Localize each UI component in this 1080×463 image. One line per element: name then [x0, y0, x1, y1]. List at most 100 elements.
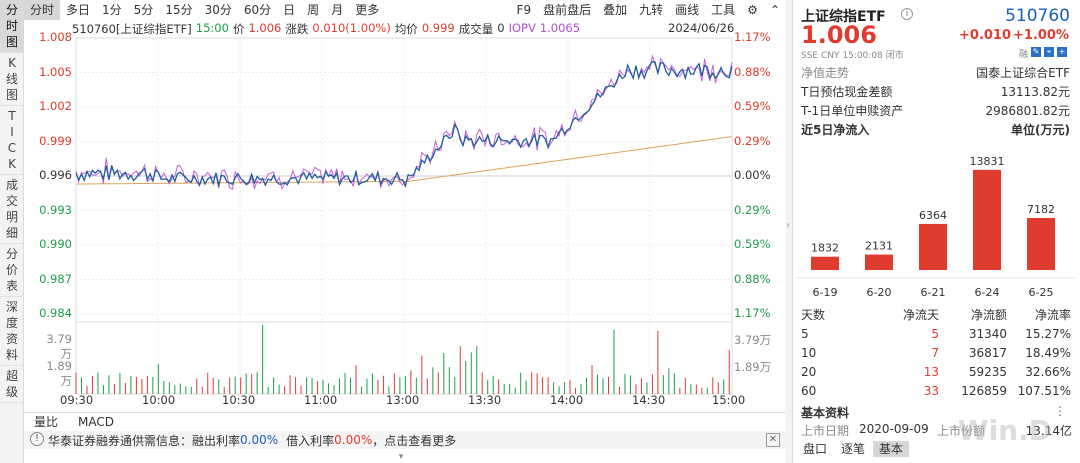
stats-row: 60 33 126859 107.51%: [801, 382, 1071, 400]
nav-row[interactable]: 净值走势 国泰上证综合ETF: [801, 64, 1070, 81]
vol-label-R-0: 3.79万: [734, 333, 772, 347]
y-label-right-1: 0.88%: [734, 64, 771, 79]
more-icon[interactable]: ⋮: [1054, 404, 1066, 418]
t1-value: 2986801.82元: [985, 104, 1070, 118]
y-label-left-4: 0.996: [39, 168, 72, 182]
stats-cell-net_days: 7: [931, 346, 939, 360]
market-status: SSE CNY 15:00:08 闭市: [801, 51, 904, 61]
net-inflow-chart: 1832 6-19 2131 6-20 6364 6-21 13831 6-24 7182 6-2…: [797, 155, 1075, 299]
intraday-chart[interactable]: [24, 20, 788, 412]
flow-bar: [1027, 217, 1055, 270]
period-10[interactable]: 更多: [355, 3, 380, 17]
stats-cell-net_days: 5: [931, 327, 939, 341]
stats-cell-net_days: 33: [923, 384, 939, 398]
period-6[interactable]: 60分: [243, 3, 272, 17]
x-label-8: 15:00: [712, 393, 746, 407]
y-label-left-1: 1.005: [39, 64, 72, 79]
period-7[interactable]: 日: [283, 3, 296, 17]
period-1[interactable]: 多日: [66, 3, 91, 17]
price-label: 价: [232, 22, 245, 36]
x-label-4: 13:00: [386, 393, 420, 407]
tool-2[interactable]: 叠加: [603, 3, 628, 17]
gear-icon[interactable]: ⚙: [747, 3, 758, 17]
quote-tab-1[interactable]: 逐笔: [841, 442, 866, 456]
period-2[interactable]: 1分: [102, 3, 122, 17]
tab-trade-detail[interactable]: 成交明细: [0, 175, 24, 244]
ticker-suffix[interactable]: ，点击查看更多: [372, 433, 457, 448]
code-name: 510760[上证综指ETF]: [72, 22, 192, 36]
security-code: 510760: [1005, 6, 1070, 26]
last-price: 1.006: [801, 21, 877, 49]
quick-icons: 融 ✎ ⌖ +: [1019, 47, 1068, 60]
tab-intraday[interactable]: 分时图: [0, 0, 24, 53]
y-label-right-4: 0.00%: [734, 168, 771, 182]
tab-deep-data[interactable]: 深度资料: [0, 297, 24, 366]
edit-icon[interactable]: ✎: [1031, 47, 1042, 57]
indicator-tab-1[interactable]: MACD: [78, 415, 114, 429]
nav-label: 净值走势: [801, 66, 850, 80]
tab-price-table[interactable]: 分价表: [0, 244, 24, 297]
add-icon[interactable]: +: [1057, 47, 1068, 57]
pin-icon[interactable]: ⌖: [1044, 47, 1055, 57]
stats-cell-net_rate: 18.49%: [1025, 346, 1071, 360]
time: 15:00: [195, 21, 229, 35]
stats-cell-net_amt: 59235: [968, 365, 1007, 379]
period-3[interactable]: 5分: [133, 3, 154, 17]
info-icon: !: [30, 432, 44, 446]
period-8[interactable]: 周: [307, 3, 320, 17]
x-label-7: 14:30: [632, 393, 666, 407]
volume-label: 成交量: [458, 22, 494, 36]
volume-value: 0: [497, 21, 505, 35]
info-icon[interactable]: i: [901, 8, 913, 20]
quote-tab-2[interactable]: 基本: [873, 441, 910, 457]
period-0[interactable]: 分时: [24, 0, 61, 20]
tool-1[interactable]: 盘前盘后: [543, 3, 592, 17]
change-value: 0.010(1.00%): [312, 21, 391, 35]
t-cash-row: T日预估现金差额 13113.82元: [801, 83, 1070, 100]
period-4[interactable]: 15分: [165, 3, 193, 17]
avg-label: 均价: [394, 22, 418, 36]
stats-cell-net_amt: 126859: [961, 384, 1007, 398]
expand-handle-icon[interactable]: ▾: [398, 452, 404, 462]
ticker-rate1: 0.00%: [240, 433, 279, 447]
tool-3[interactable]: 九转: [639, 3, 664, 17]
stats-cell-days: 5: [801, 327, 809, 341]
stats-cell-days: 60: [801, 384, 817, 398]
price-change: +0.010: [959, 28, 1012, 43]
tool-5[interactable]: 工具: [711, 3, 736, 17]
stats-cell-net_rate: 107.51%: [1017, 384, 1071, 398]
x-label-2: 10:30: [222, 393, 256, 407]
close-icon[interactable]: ✕: [766, 433, 780, 447]
margin-info-ticker[interactable]: ! 华泰证券融券通供需信息：融出利率 0.00% 借入利率 0.00% ，点击查…: [24, 431, 786, 449]
quote-tab-0[interactable]: 盘口: [803, 442, 828, 456]
chevron-up-icon[interactable]: ⌃: [769, 3, 780, 17]
stats-cell-days: 20: [801, 365, 817, 379]
iopv-value: 1.0065: [539, 21, 581, 35]
price-value: 1.006: [248, 21, 282, 35]
y-label-right-3: 0.29%: [734, 133, 771, 148]
period-5[interactable]: 30分: [204, 3, 232, 17]
flow-bar: [811, 256, 839, 270]
font-size-icon[interactable]: 融: [1019, 50, 1029, 60]
indicator-tabs: 量比 MACD: [24, 412, 786, 430]
indicator-tab-0[interactable]: 量比: [34, 415, 59, 429]
stats-cell-days: 天数: [801, 308, 826, 322]
stats-cell-net_days: 净流天: [902, 308, 939, 322]
tool-0[interactable]: F9: [516, 3, 532, 17]
period-9[interactable]: 月: [331, 3, 344, 17]
tool-4[interactable]: 画线: [675, 3, 700, 17]
iopv-label: IOPV: [508, 21, 536, 35]
flow-category-label: 6-19: [813, 286, 838, 299]
collapse-arrow-icon[interactable]: ›: [786, 220, 790, 231]
y-label-left-0: 1.008: [39, 30, 72, 44]
flow-value-label: 1832: [811, 242, 839, 255]
tab-super[interactable]: 超级: [0, 366, 24, 403]
stats-cell-net_amt: 净流额: [970, 308, 1007, 322]
stats-cell-net_rate: 15.27%: [1025, 327, 1071, 341]
panel-splitter[interactable]: [786, 0, 792, 463]
ticker-mid: 借入利率: [286, 433, 335, 448]
ticker-rate2: 0.00%: [334, 433, 373, 447]
